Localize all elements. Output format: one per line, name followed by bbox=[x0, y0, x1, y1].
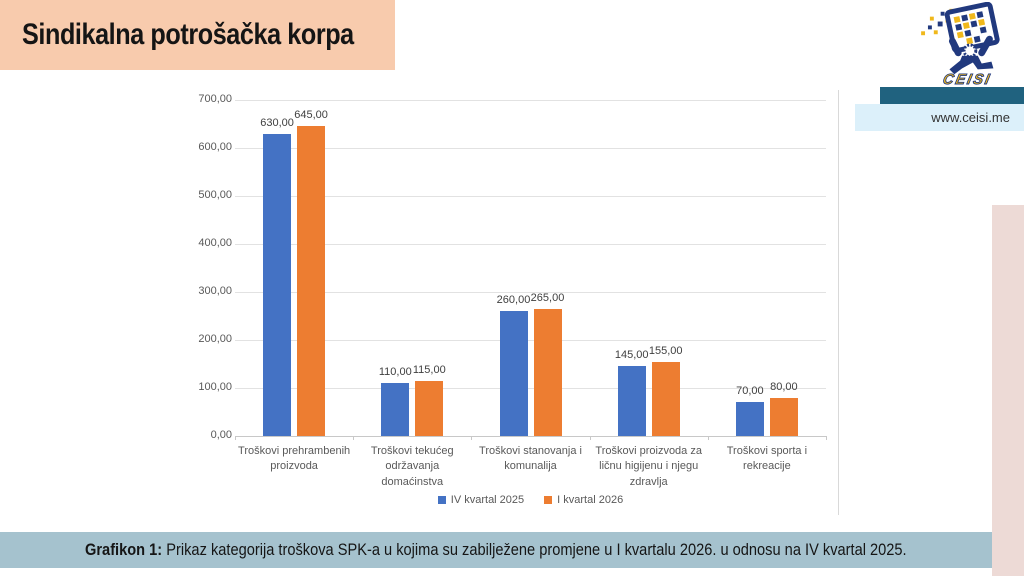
data-label: 115,00 bbox=[412, 363, 446, 376]
bar-series2 bbox=[415, 380, 444, 436]
gridline bbox=[235, 244, 826, 245]
axis-tick bbox=[471, 436, 473, 440]
axis-tick bbox=[826, 436, 827, 440]
logo-figure bbox=[948, 35, 994, 75]
y-axis-tick-label: 700,00 bbox=[198, 93, 232, 105]
bar-series1 bbox=[381, 383, 410, 436]
legend: IV kvartal 2025 I kvartal 2026 bbox=[235, 494, 826, 506]
svg-text:CEISI: CEISI bbox=[941, 72, 992, 86]
bar-series2 bbox=[297, 126, 326, 436]
bar-series2 bbox=[769, 397, 798, 436]
axis-tick bbox=[235, 436, 236, 440]
legend-label: I kvartal 2026 bbox=[557, 494, 624, 506]
category-label: Troškovi stanovanja i komunalija bbox=[479, 445, 582, 473]
y-axis-tick-label: 400,00 bbox=[198, 237, 232, 249]
data-label: 260,00 bbox=[496, 294, 531, 307]
legend-item: IV kvartal 2025 bbox=[437, 494, 525, 506]
data-label: 630,00 bbox=[260, 116, 294, 129]
bar-series1 bbox=[735, 402, 764, 436]
category-label: Troškovi proizvoda za ličnu higijenu i n… bbox=[595, 445, 702, 488]
y-axis-tick-label: 500,00 bbox=[198, 189, 232, 201]
bar-series1 bbox=[499, 311, 528, 436]
caption-bar: Grafikon 1: Prikaz kategorija troškova S… bbox=[0, 532, 992, 568]
data-label: 70,00 bbox=[736, 385, 764, 398]
data-label: 645,00 bbox=[294, 109, 328, 122]
legend-swatch-icon bbox=[437, 496, 446, 504]
logo-wordmark: CEISI bbox=[941, 72, 993, 89]
chart-border-line bbox=[838, 90, 839, 515]
gridline bbox=[235, 148, 826, 149]
legend-label: IV kvartal 2025 bbox=[450, 494, 525, 506]
gridline bbox=[235, 292, 826, 293]
bar-series1 bbox=[263, 133, 292, 436]
gridline bbox=[235, 340, 826, 341]
gridline bbox=[235, 196, 826, 197]
x-axis-line bbox=[235, 436, 826, 437]
teal-accent-bar bbox=[880, 87, 1024, 104]
website-bar: www.ceisi.me bbox=[855, 104, 1024, 131]
y-axis-tick-label: 200,00 bbox=[198, 333, 232, 345]
bar-series2 bbox=[533, 308, 562, 436]
data-label: 110,00 bbox=[378, 366, 412, 379]
gridline bbox=[235, 388, 826, 389]
gridline bbox=[235, 100, 826, 101]
y-axis-tick-label: 0,00 bbox=[210, 429, 232, 441]
y-axis-tick-label: 100,00 bbox=[198, 381, 232, 393]
caption-text: Prikaz kategorija troškova SPK-a u kojim… bbox=[166, 540, 907, 559]
category-label: Troškovi prehrambenih proizvoda bbox=[238, 445, 351, 473]
y-axis-tick-label: 600,00 bbox=[198, 141, 232, 153]
website-link[interactable]: www.ceisi.me bbox=[931, 110, 1010, 125]
bar-series1 bbox=[617, 366, 646, 436]
y-axis-tick-label: 300,00 bbox=[198, 285, 232, 297]
axis-tick bbox=[707, 436, 709, 440]
logo-screen bbox=[944, 1, 1000, 53]
data-label: 155,00 bbox=[648, 344, 683, 357]
data-label: 265,00 bbox=[530, 291, 565, 304]
title-box: Sindikalna potrošačka korpa bbox=[0, 0, 395, 70]
chart-caption: Grafikon 1: Prikaz kategorija troškova S… bbox=[85, 540, 907, 560]
ceisi-logo-icon: CEISI bbox=[921, 1, 1000, 89]
side-accent-bar bbox=[992, 205, 1024, 576]
legend-item: I kvartal 2026 bbox=[544, 494, 623, 506]
category-label: Troškovi sporta i rekreacije bbox=[726, 445, 808, 473]
data-label: 80,00 bbox=[770, 380, 798, 393]
page-title: Sindikalna potrošačka korpa bbox=[22, 18, 354, 51]
data-label: 145,00 bbox=[614, 349, 649, 362]
axis-tick bbox=[353, 436, 355, 440]
ceisi-logo: CEISI bbox=[916, 1, 1020, 89]
legend-swatch-icon bbox=[544, 496, 553, 504]
axis-tick bbox=[589, 436, 591, 440]
category-label: Troškovi tekućeg održavanja domaćinstva bbox=[370, 445, 454, 488]
bar-series2 bbox=[651, 361, 680, 436]
caption-label: Grafikon 1: bbox=[85, 540, 163, 559]
